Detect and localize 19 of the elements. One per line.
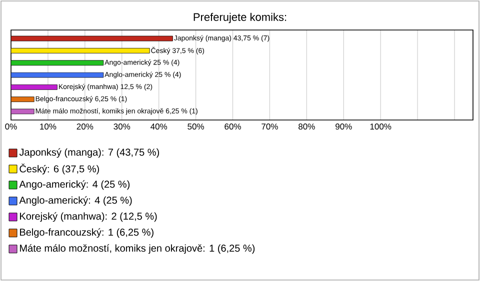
text: Japonksý (manga): 7 (43,75 %) [19,148,159,158]
x-tick-label: 40% [150,124,168,130]
text: Máte málo možností, komiks jen okrajově: 1 (6,25 %) [20,244,255,254]
chart-title: Preferujete komiks: [194,12,286,24]
x-tick-label: 70% [262,124,278,130]
x-tick-label: 80% [298,124,315,130]
x-tick-label: 20% [76,124,94,130]
x-tick-label: 100% [370,124,392,130]
text: Anglo-americký: 4 (25 %) [19,196,132,206]
x-tick-label: 30% [114,124,130,130]
x-tick-label: 10% [40,124,56,130]
x-tick-label: 60% [224,124,241,130]
text: Belgo-francouzský: 1 (6,25 %) [20,228,154,238]
x-tick-label: 50% [188,124,204,130]
text: Český: 6 (37,5 %) [20,164,99,174]
text: Ango-americký: 4 (25 %) [19,180,130,190]
x-tick-label: 0% [5,124,17,130]
text: Korejský (manhwa): 2 (12,5 %) [20,212,157,222]
x-tick-label: 90% [336,124,352,130]
